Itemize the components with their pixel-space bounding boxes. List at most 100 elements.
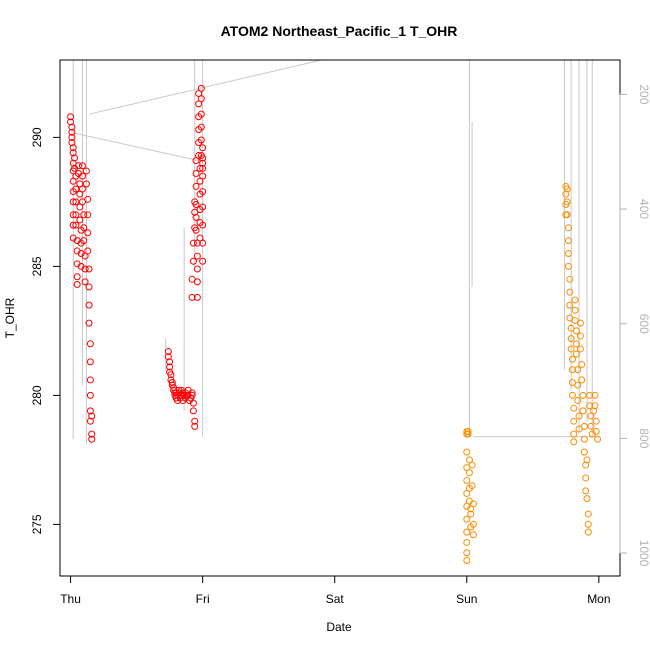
y-tick-label: 275: [30, 514, 44, 534]
data-point: [82, 180, 90, 188]
data-point: [580, 422, 588, 430]
data-point: [583, 456, 591, 464]
data-point: [81, 265, 89, 273]
data-point: [580, 448, 588, 456]
chart-title: ATOM2 Northeast_Pacific_1 T_OHR: [221, 23, 458, 39]
data-point: [68, 139, 76, 147]
data-point: [567, 345, 575, 353]
data-point: [69, 149, 77, 157]
data-point: [591, 402, 599, 410]
data-point: [570, 417, 578, 425]
x-tick-label: Fri: [196, 592, 210, 606]
x-tick-label: Sun: [456, 592, 477, 606]
data-point: [199, 144, 207, 152]
secondary-tick-label: 800: [637, 428, 650, 448]
secondary-tick-label: 200: [637, 84, 650, 104]
data-point: [72, 198, 80, 206]
data-point: [584, 520, 592, 528]
data-point: [192, 200, 200, 208]
data-point: [199, 164, 207, 172]
data-point: [189, 239, 197, 247]
data-point: [563, 211, 571, 219]
data-point: [188, 389, 196, 397]
data-point: [193, 252, 201, 260]
data-point: [469, 531, 477, 539]
data-point: [192, 213, 200, 221]
data-point: [582, 474, 590, 482]
data-point: [583, 495, 591, 503]
data-point: [587, 422, 595, 430]
data-point: [197, 136, 205, 144]
data-point: [591, 391, 599, 399]
y-axis-label: T_OHR: [3, 297, 17, 338]
data-point: [193, 278, 201, 286]
data-point: [73, 273, 81, 281]
data-point: [567, 335, 575, 343]
data-point: [469, 500, 477, 508]
data-point: [592, 417, 600, 425]
data-point: [564, 224, 572, 232]
y-tick-label: 280: [30, 385, 44, 405]
data-point: [594, 435, 602, 443]
data-point: [168, 379, 176, 386]
data-point: [468, 461, 476, 469]
data-point: [86, 376, 94, 384]
data-point: [167, 371, 175, 379]
data-point: [575, 412, 583, 420]
data-point: [189, 407, 197, 415]
data-point: [80, 211, 88, 219]
data-point: [164, 348, 172, 356]
data-point: [580, 435, 588, 443]
data-point: [166, 358, 174, 366]
data-point: [562, 190, 570, 198]
data-point: [84, 211, 92, 219]
data-point: [463, 557, 471, 565]
data-point: [463, 515, 471, 523]
data-point: [572, 340, 580, 348]
secondary-tick-label: 600: [637, 314, 650, 334]
data-point: [199, 188, 207, 196]
data-point: [68, 123, 76, 131]
data-point: [586, 391, 594, 399]
data-point: [570, 430, 578, 438]
data-point: [78, 162, 86, 170]
data-point: [71, 154, 79, 162]
data-point: [86, 340, 94, 348]
data-point: [564, 237, 572, 245]
data-point: [566, 288, 574, 296]
x-axis: Thu Fri Sat Sun Mon: [60, 575, 611, 606]
data-point: [197, 123, 205, 131]
data-point: [463, 477, 471, 485]
data-point: [72, 221, 80, 229]
data-point: [68, 128, 76, 136]
data-point: [465, 469, 473, 477]
data-point: [192, 182, 200, 190]
data-point: [199, 221, 207, 229]
data-point: [191, 422, 199, 430]
data-point: [563, 198, 571, 206]
data-point: [570, 438, 578, 446]
data-point: [576, 345, 584, 353]
data-point: [88, 430, 96, 438]
data-point: [576, 319, 584, 327]
data-point: [85, 283, 93, 291]
data-point: [582, 461, 590, 469]
x-tick-label: Thu: [60, 592, 81, 606]
data-point: [67, 113, 75, 121]
data-point: [192, 226, 200, 234]
secondary-y-axis: 200 400 600 800 1000: [619, 84, 650, 567]
data-point: [73, 280, 81, 288]
data-point: [88, 412, 96, 420]
data-point: [197, 110, 205, 118]
data-point: [191, 417, 199, 425]
data-point: [69, 211, 77, 219]
data-point: [199, 172, 207, 180]
data-point: [193, 265, 201, 273]
secondary-tick-label: 1000: [637, 540, 650, 567]
data-point: [85, 319, 93, 327]
data-point: [564, 250, 572, 257]
data-point: [69, 144, 77, 152]
data-point: [590, 407, 598, 415]
data-point: [574, 397, 582, 405]
data-point: [68, 133, 76, 141]
